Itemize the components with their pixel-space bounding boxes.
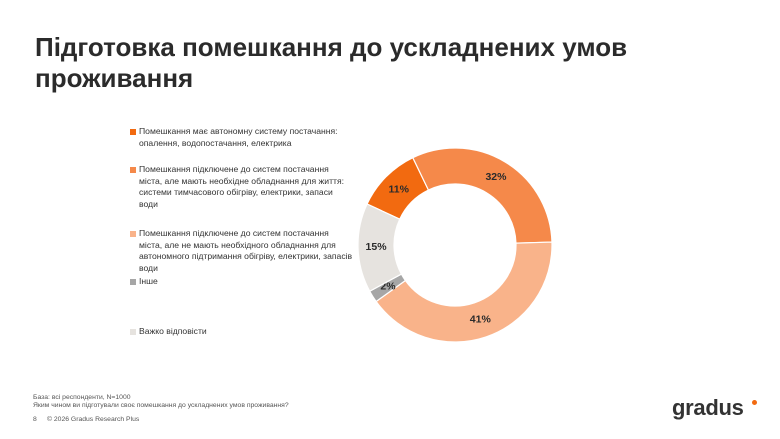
legend-label: Помешкання підключене до систем постачан… [139,228,353,273]
legend-swatch [130,129,136,135]
legend-item: Помешкання підключене до систем постачан… [130,228,354,274]
logo-dot [752,400,757,405]
donut-segment [411,147,553,244]
page-number: 8 [33,416,37,423]
slide-title: Підготовка помешкання до ускладнених умо… [35,32,628,93]
legend-swatch [130,167,136,173]
legend-label: Важко відповісти [139,326,207,336]
legend-label: Помешкання має автономну систему постача… [139,126,338,148]
question-note: Яким чином ви підготували своє помешканн… [33,402,289,409]
data-label: 11% [389,183,410,195]
legend-label: Інше [139,276,158,286]
data-label: 32% [485,171,507,183]
legend-label: Помешкання підключене до систем постачан… [139,164,345,209]
legend-item: Інше [130,276,354,288]
legend-swatch [130,329,136,335]
legend-item: Важко відповісти [130,326,354,338]
legend-item: Помешкання має автономну систему постача… [130,126,354,149]
legend-swatch [130,231,136,237]
base-note: База: всі респонденти, N=1000 [33,394,131,401]
donut-segment [375,241,553,343]
legend-swatch [130,279,136,285]
logo: gradus [672,395,744,420]
data-label: 41% [470,314,492,326]
legend-item: Помешкання підключене до систем постачан… [130,164,354,210]
donut-segment [357,203,403,293]
copyright: © 2026 Gradus Research Plus [47,416,140,423]
data-label: 15% [366,241,388,253]
